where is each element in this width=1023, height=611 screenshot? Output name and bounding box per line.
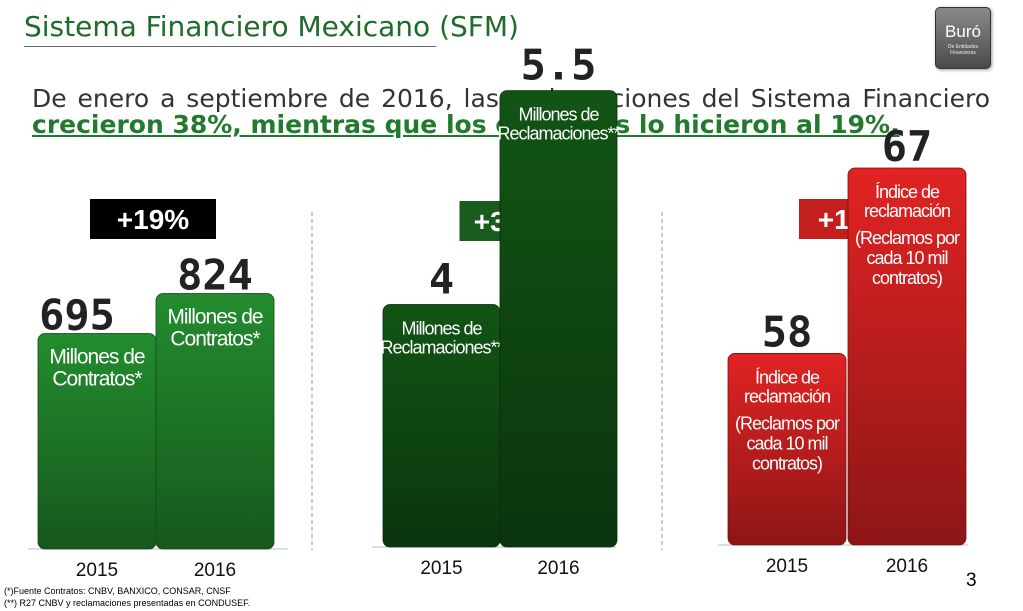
data-label: 695 bbox=[39, 291, 115, 340]
bar-inner-sublabel: (Reclamos por bbox=[855, 228, 960, 248]
data-label: 824 bbox=[177, 251, 253, 300]
bar-inner-label: Reclamaciones** bbox=[380, 338, 503, 358]
title-underline bbox=[24, 46, 436, 47]
bar bbox=[155, 293, 275, 550]
bar-inner-sublabel: contratos) bbox=[752, 453, 822, 473]
bar-inner-label: Millones de bbox=[167, 306, 263, 329]
growth-badge bbox=[90, 199, 216, 239]
data-label: 58 bbox=[762, 307, 813, 356]
footnote-claims: (**) R27 CNBV y reclamaciones presentada… bbox=[4, 598, 251, 608]
bar-inner-label: Millones de bbox=[49, 346, 145, 369]
bar-inner-label: Contratos* bbox=[170, 328, 260, 351]
buro-logo: Buró De Entidades Financieras bbox=[935, 7, 991, 69]
category-label: 2015 bbox=[420, 558, 462, 579]
bar-inner-label: reclamación bbox=[744, 386, 830, 406]
category-label: 2015 bbox=[766, 556, 808, 577]
bar bbox=[847, 167, 967, 546]
category-label: 2016 bbox=[537, 558, 579, 579]
bar-inner-label: Millones de bbox=[518, 105, 599, 125]
bar-inner-sublabel: (Reclamos por bbox=[735, 413, 840, 433]
bar-inner-sublabel: cada 10 mil bbox=[746, 433, 827, 453]
logo-wordmark: Buró bbox=[945, 22, 981, 41]
bar-inner-label: Índice de bbox=[875, 182, 940, 202]
bar-inner-label: Reclamaciones** bbox=[497, 124, 620, 144]
bar-inner-label: Índice de bbox=[755, 367, 820, 387]
data-label: 67 bbox=[882, 122, 933, 171]
data-label: 5.5 bbox=[521, 41, 597, 90]
bar bbox=[499, 90, 618, 548]
category-label: 2016 bbox=[194, 560, 236, 581]
logo-subtext: De Entidades Financieras bbox=[947, 44, 979, 56]
page-number: 3 bbox=[966, 570, 977, 591]
footnote-contracts: (*)Fuente Contratos: CNBV, BANXICO, CONS… bbox=[4, 586, 231, 596]
data-label: 4 bbox=[429, 255, 454, 304]
bar-inner-sublabel: cada 10 mil bbox=[866, 248, 947, 268]
bar-inner-label: reclamación bbox=[864, 201, 950, 221]
bar-inner-sublabel: contratos) bbox=[872, 268, 942, 288]
bar-inner-label: Contratos* bbox=[52, 368, 142, 391]
bar bbox=[727, 353, 847, 546]
bar-inner-label: Millones de bbox=[401, 319, 482, 339]
growth-badge-label: +19% bbox=[117, 204, 189, 235]
category-label: 2015 bbox=[76, 560, 118, 581]
lead-highlight: crecieron 38%, mientras que los contrato… bbox=[32, 110, 900, 139]
category-label: 2016 bbox=[886, 556, 928, 577]
page-title: Sistema Financiero Mexicano (SFM) bbox=[24, 10, 519, 43]
